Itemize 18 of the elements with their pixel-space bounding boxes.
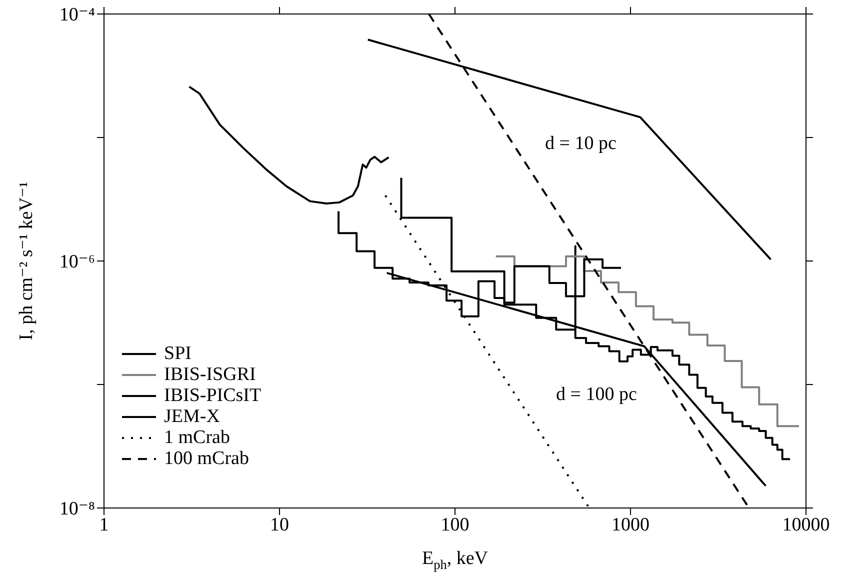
y-tick-label: 10⁻⁶ [59, 252, 95, 273]
x-axis-title: E$_{ph}$, keV [422, 548, 488, 572]
annotation: d = 100 pc [556, 384, 637, 406]
y-tick-label: 10⁻⁴ [59, 4, 96, 26]
annotation: d = 10 pc [545, 133, 616, 155]
legend-label: 1 mCrab [164, 426, 230, 448]
x-tick-label: 1 [99, 514, 109, 536]
legend-label: IBIS-PICsIT [164, 384, 262, 406]
legend-label: SPI [164, 342, 192, 364]
x-tick-label: 100 [440, 514, 470, 536]
y-axis-title: I, ph cm⁻² s⁻¹ keV⁻¹ [16, 181, 37, 340]
x-tick-label: 10 [270, 514, 289, 536]
legend-label: JEM-X [164, 406, 220, 428]
legend-label: 100 mCrab [164, 448, 249, 470]
legend-label: IBIS-ISGRI [164, 364, 256, 386]
x-tick-label: 1000 [612, 514, 650, 536]
y-tick-label: 10⁻⁸ [59, 498, 95, 520]
x-tick-label: 10000 [782, 514, 830, 536]
